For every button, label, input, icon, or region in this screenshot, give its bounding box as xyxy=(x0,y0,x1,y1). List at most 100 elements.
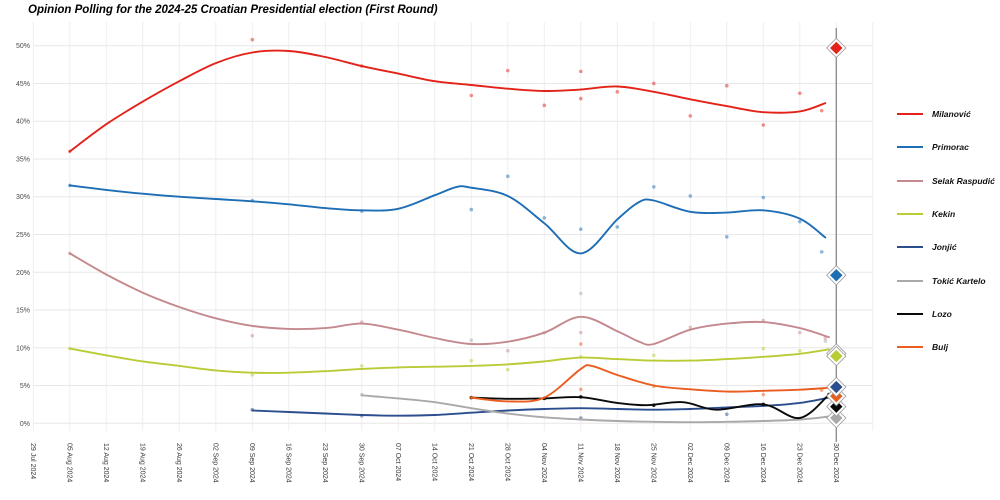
result-diamond-milanovic xyxy=(826,37,847,59)
y-tick-label: 20% xyxy=(16,270,30,277)
y-tick-label: 35% xyxy=(16,156,30,163)
poll-dot-kekin xyxy=(469,358,474,363)
x-tick-label: 25 Nov 2024 xyxy=(649,443,656,483)
poll-dot-primorac xyxy=(579,227,583,232)
series-tokic-kartelo xyxy=(360,291,830,424)
x-tick-label: 05 Aug 2024 xyxy=(65,443,72,482)
series-milanovic xyxy=(68,37,827,154)
poll-dot-primorac xyxy=(506,174,510,179)
poll-dots-selak-raspudic xyxy=(68,251,828,353)
trend-line-bulj xyxy=(470,364,830,403)
poll-dot-milanovic xyxy=(725,83,729,88)
y-tick-label: 30% xyxy=(16,194,30,201)
x-tick-label: 28 Oct 2024 xyxy=(503,443,510,481)
poll-dot-selak-raspudic xyxy=(506,349,510,353)
result-diamond-tokic-kartelo xyxy=(826,407,847,429)
poll-dot-primorac xyxy=(725,234,729,239)
x-tick-label: 07 Oct 2024 xyxy=(394,443,401,481)
trend-line-lozo xyxy=(470,393,830,419)
series-lozo xyxy=(469,392,831,419)
y-tick-label: 10% xyxy=(16,345,30,352)
poll-dot-milanovic xyxy=(469,93,474,98)
poll-dot-primorac xyxy=(761,195,766,200)
x-tick-label: 04 Nov 2024 xyxy=(540,443,547,483)
x-tick-label: 23 Sep 2024 xyxy=(321,443,328,483)
poll-dots-milanovic xyxy=(68,37,824,154)
y-tick-label: 45% xyxy=(16,81,30,88)
result-diamond-kekin xyxy=(826,345,847,367)
poll-dot-milanovic xyxy=(819,108,824,113)
x-tick-label: 09 Dec 2024 xyxy=(722,443,729,483)
x-tick-label: 30 Sep 2024 xyxy=(357,443,364,483)
poll-dot-milanovic xyxy=(615,89,620,94)
result-diamond-jonjic xyxy=(826,376,847,398)
trend-line-selak-raspudic xyxy=(68,252,830,346)
x-tick-label: 19 Aug 2024 xyxy=(138,443,145,482)
x-axis-labels: 29 Jul 2024 05 Aug 2024 12 Aug 2024 19 Aug … xyxy=(29,443,839,483)
trend-line-tokic-kartelo xyxy=(360,394,830,424)
y-axis-labels: 0% 5% 10% 15% 20% 25% 30% 35% 40% 45% 50% xyxy=(16,43,30,428)
y-tick-label: 50% xyxy=(16,43,30,50)
x-tick-label: 12 Aug 2024 xyxy=(102,443,109,482)
trend-line-milanovic xyxy=(68,49,827,153)
poll-dot-bulj xyxy=(579,387,583,392)
poll-dot-kekin xyxy=(798,349,802,353)
poll-dot-milanovic xyxy=(761,123,766,127)
poll-dots-primorac xyxy=(68,174,824,254)
y-tick-label: 5% xyxy=(20,383,30,390)
poll-dot-kekin xyxy=(250,373,255,377)
poll-dot-kekin xyxy=(761,346,766,351)
poll-dot-selak-raspudic xyxy=(579,330,583,335)
poll-dot-primorac xyxy=(688,194,693,198)
poll-dot-milanovic xyxy=(579,69,583,74)
x-tick-label: 16 Sep 2024 xyxy=(284,443,291,483)
x-tick-label: 26 Aug 2024 xyxy=(175,443,182,482)
poll-dot-milanovic xyxy=(250,37,255,42)
x-tick-label: 18 Nov 2024 xyxy=(613,443,620,483)
series-selak-raspudic xyxy=(68,251,830,353)
poll-dot-primorac xyxy=(469,207,474,212)
result-diamond-lozo xyxy=(826,396,847,417)
trend-line-kekin xyxy=(68,347,830,374)
result-diamond-primorac xyxy=(826,265,847,286)
x-tick-label: 21 Oct 2024 xyxy=(467,443,474,481)
poll-dot-selak-raspudic xyxy=(250,333,255,338)
x-tick-label: 14 Oct 2024 xyxy=(430,443,437,481)
poll-dot-primorac xyxy=(798,219,802,224)
x-tick-label: 02 Dec 2024 xyxy=(686,443,693,483)
x-tick-label: 29 Jul 2024 xyxy=(29,443,36,479)
poll-dot-milanovic xyxy=(542,103,547,108)
poll-dots-tokic-kartelo xyxy=(360,291,828,397)
poll-dot-primorac xyxy=(652,185,656,189)
x-tick-label: 02 Sep 2024 xyxy=(211,443,218,483)
poll-dot-selak-raspudic xyxy=(798,330,802,335)
series-primorac xyxy=(68,174,827,255)
poll-dot-kekin xyxy=(506,367,510,372)
poll-dot-tokic-kartelo xyxy=(579,291,583,296)
y-tick-label: 0% xyxy=(20,421,30,428)
poll-dot-milanovic xyxy=(798,91,802,96)
x-tick-label: 23 Dec 2024 xyxy=(795,443,802,483)
poll-dot-milanovic xyxy=(688,114,693,118)
poll-dot-kekin xyxy=(360,364,364,368)
poll-dot-tokic-kartelo xyxy=(469,338,474,343)
chart-title: Opinion Polling for the 2024-25 Croatian… xyxy=(28,4,438,16)
election-results xyxy=(826,37,847,429)
x-tick-label: 09 Sep 2024 xyxy=(248,443,255,483)
poll-dot-bulj xyxy=(579,342,583,346)
poll-dot-selak-raspudic xyxy=(688,325,693,330)
poll-dot-tokic-kartelo xyxy=(823,339,828,343)
trend-line-primorac xyxy=(68,184,827,255)
poll-dot-milanovic xyxy=(579,96,583,101)
series-bulj xyxy=(469,342,830,403)
poll-dot-kekin xyxy=(652,353,656,358)
series-kekin xyxy=(68,346,830,377)
y-tick-label: 15% xyxy=(16,308,30,315)
x-tick-label: 30 Dec 2024 xyxy=(832,443,839,483)
x-tick-label: 11 Nov 2024 xyxy=(576,443,583,482)
poll-dot-bulj xyxy=(761,392,766,397)
poll-dot-primorac xyxy=(819,250,824,254)
y-tick-label: 25% xyxy=(16,232,30,239)
